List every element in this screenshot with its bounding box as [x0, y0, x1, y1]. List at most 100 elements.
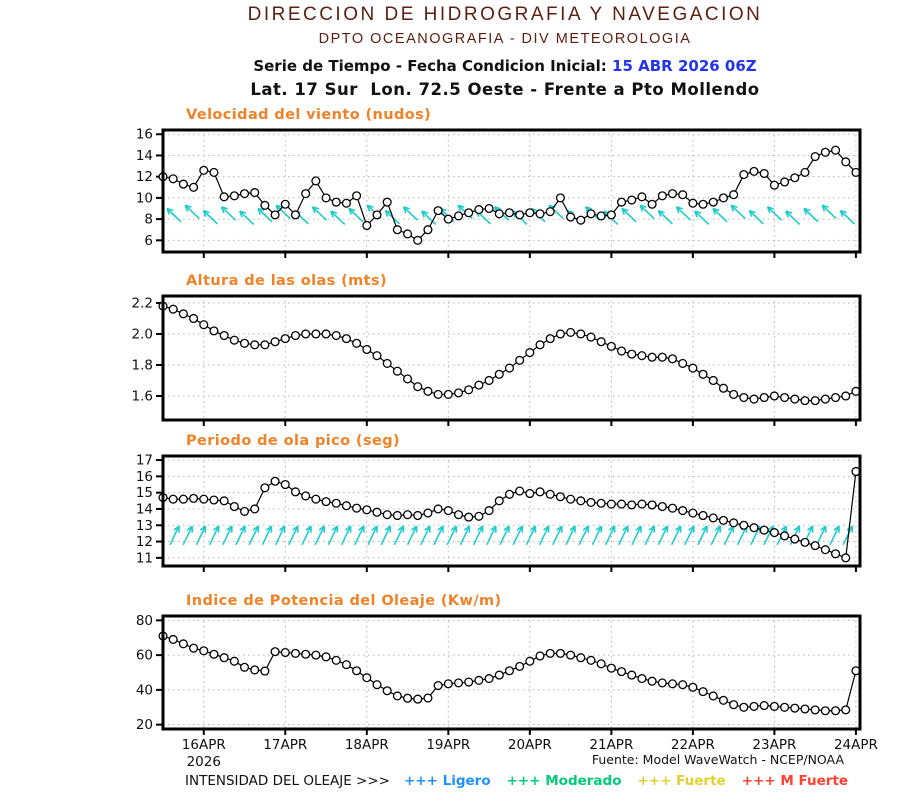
- data-point-marker: [280, 199, 290, 209]
- data-point-marker: [841, 157, 851, 167]
- data-point-marker: [535, 209, 545, 219]
- data-point-marker: [576, 215, 586, 225]
- data-point-marker: [586, 209, 596, 219]
- data-point-marker: [718, 383, 729, 393]
- data-point-marker: [392, 691, 402, 701]
- data-point-marker: [678, 506, 688, 516]
- data-point-marker: [178, 309, 188, 319]
- y-tick-label: 10: [136, 190, 153, 206]
- data-point-marker: [810, 705, 820, 715]
- data-point-marker: [576, 496, 586, 506]
- data-point-marker: [739, 702, 749, 712]
- data-point-marker: [464, 677, 474, 687]
- data-point-marker: [199, 494, 209, 504]
- data-point-marker: [219, 330, 229, 341]
- data-point-marker: [484, 375, 494, 386]
- y-tick-label: 16: [136, 469, 153, 485]
- data-point-marker: [647, 352, 657, 362]
- data-point-marker: [739, 170, 749, 180]
- series-subtitle: Serie de Tiempo - Fecha Condicion Inicia…: [105, 57, 900, 75]
- data-point-marker: [209, 649, 219, 659]
- data-point-marker: [790, 394, 800, 404]
- data-point-marker: [484, 674, 494, 684]
- x-tick-label: 19APR: [426, 737, 470, 753]
- data-point-marker: [423, 386, 433, 396]
- data-point-marker: [545, 489, 555, 499]
- legend-item-moderado: +++ Moderado: [506, 773, 622, 789]
- data-point-marker: [790, 703, 800, 713]
- data-point-marker: [464, 512, 474, 522]
- data-point-marker: [525, 656, 535, 666]
- data-point-marker: [606, 341, 616, 351]
- legend-item-m-fuerte: +++ M Fuerte: [741, 773, 849, 789]
- data-point-marker: [769, 180, 779, 190]
- data-point-marker: [800, 537, 810, 547]
- data-point-marker: [627, 500, 637, 510]
- data-point-marker: [464, 208, 474, 218]
- data-point-marker: [372, 507, 382, 517]
- data-point-marker: [647, 676, 657, 686]
- data-point-marker: [168, 634, 178, 645]
- data-point-marker: [637, 674, 647, 684]
- data-point-marker: [423, 508, 433, 518]
- data-point-marker: [443, 679, 453, 689]
- data-point-marker: [586, 332, 596, 342]
- data-point-marker: [341, 501, 351, 511]
- data-point-marker: [606, 499, 616, 509]
- data-point-marker: [749, 394, 759, 404]
- data-point-marker: [321, 329, 331, 339]
- y-tick-label: 6: [144, 233, 153, 249]
- data-point-marker: [698, 199, 708, 209]
- data-point-marker: [423, 225, 433, 235]
- data-point-marker: [718, 695, 729, 705]
- data-point-marker: [178, 494, 188, 504]
- data-point-marker: [606, 663, 616, 673]
- location-title: Lat. 17 Sur Lon. 72.5 Oeste - Frente a P…: [250, 80, 760, 99]
- data-point-marker: [810, 541, 820, 551]
- data-point-marker: [331, 498, 341, 508]
- data-point-marker: [566, 650, 576, 660]
- data-point-marker: [239, 338, 250, 348]
- data-point-marker: [627, 195, 637, 205]
- data-point-marker: [698, 510, 708, 521]
- data-point-marker: [790, 173, 800, 183]
- data-point-marker: [657, 678, 667, 688]
- data-point-marker: [596, 659, 606, 669]
- data-point-marker: [239, 189, 250, 199]
- data-point-marker: [718, 193, 729, 203]
- data-point-marker: [362, 344, 372, 355]
- data-point-marker: [443, 214, 453, 224]
- data-point-marker: [382, 358, 392, 368]
- data-point-marker: [617, 197, 627, 207]
- data-point-marker: [637, 499, 647, 509]
- data-point-marker: [515, 486, 525, 496]
- data-point-marker: [525, 348, 535, 358]
- data-point-marker: [637, 192, 647, 202]
- data-point-marker: [820, 394, 830, 404]
- y-tick-label: 16: [136, 127, 153, 143]
- data-point-marker: [830, 549, 841, 559]
- data-point-marker: [321, 497, 331, 507]
- data-point-marker: [494, 670, 504, 680]
- data-point-marker: [260, 666, 270, 676]
- data-point-marker: [698, 687, 708, 697]
- data-point-marker: [372, 680, 382, 690]
- data-point-marker: [617, 667, 627, 677]
- data-point-marker: [596, 211, 606, 221]
- legend-items: +++ Ligero +++ Moderado +++ Fuerte +++ M Fu…: [404, 773, 864, 789]
- data-point-marker: [667, 354, 678, 364]
- data-point-marker: [382, 686, 392, 696]
- data-point-marker: [688, 198, 698, 208]
- data-point-marker: [403, 693, 413, 703]
- data-point-marker: [464, 385, 474, 395]
- data-point-marker: [189, 493, 199, 503]
- x-axis-labels: 16APR 17APR 18APR 19APR 20APR 21APR 22APR 23APR…: [182, 737, 878, 770]
- data-point-marker: [800, 167, 810, 177]
- data-point-marker: [331, 197, 341, 207]
- data-point-marker: [392, 510, 402, 521]
- data-point-marker: [708, 513, 718, 523]
- data-point-marker: [555, 193, 565, 203]
- y-tick-label: 2.2: [132, 295, 153, 311]
- data-point-marker: [810, 396, 820, 406]
- data-point-marker: [209, 495, 219, 505]
